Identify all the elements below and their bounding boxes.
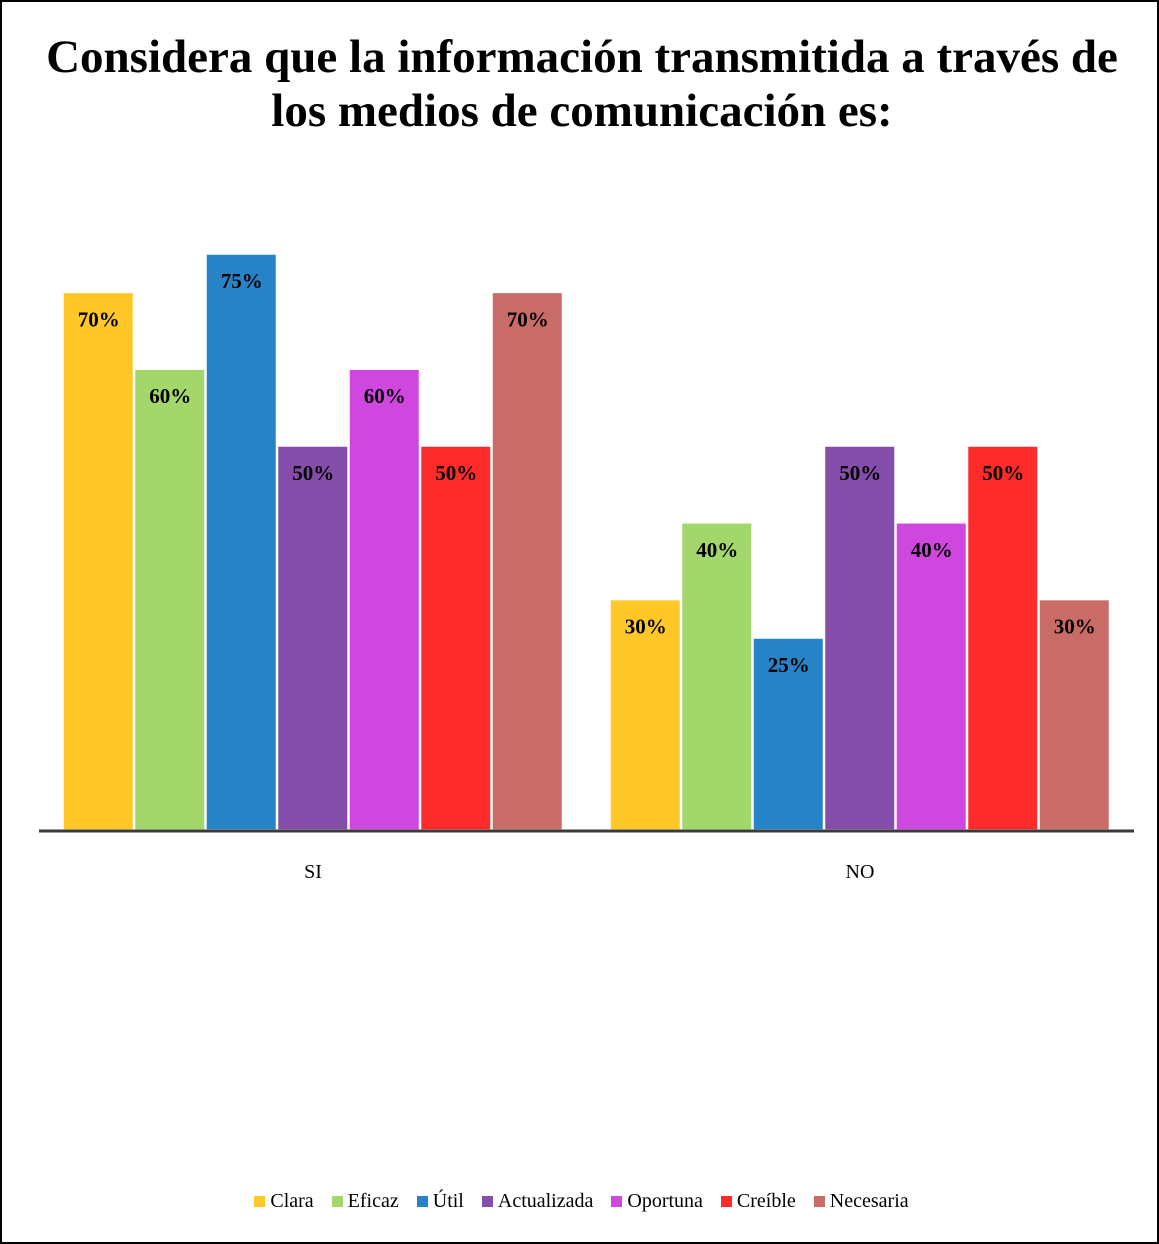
data-label-necesaria-no: 30% [1054,615,1096,639]
legend-label: Clara [270,1190,314,1212]
bar-oportuna-no [895,522,968,831]
data-label-clara-si: 70% [78,307,120,331]
chart-title: Considera que la información transmitida… [46,31,1118,137]
legend-item-eficaz: Eficaz [331,1190,399,1213]
data-label-actualizada-si: 50% [292,461,334,485]
data-label-oportuna-si: 60% [364,384,406,408]
legend-swatch [331,1196,343,1207]
legend-swatch [611,1196,623,1207]
bar-clara-si [62,291,135,831]
data-label-eficaz-no: 40% [696,538,738,562]
bar-necesaria-si [491,291,564,831]
category-label-no: NO [846,861,875,883]
bar-oportuna-si [348,368,421,831]
legend: Clara Eficaz Útil Actualizada Oportuna Creíbl… [2,1190,1159,1213]
legend-swatch [720,1196,732,1207]
legend-item-útil: Útil [416,1190,464,1213]
category-label-si: SI [304,861,322,883]
legend-label: Creíble [736,1190,796,1212]
legend-swatch [813,1196,825,1207]
bar-necesaria-no [1038,598,1111,831]
legend-item-necesaria: Necesaria [813,1190,909,1213]
bar-eficaz-no [680,522,753,831]
data-label-clara-no: 30% [625,615,667,639]
data-label-útil-si: 75% [221,269,263,293]
legend-item-actualizada: Actualizada [481,1190,594,1213]
legend-swatch [254,1196,266,1207]
data-label-necesaria-si: 70% [507,307,549,331]
legend-item-creíble: Creíble [720,1190,796,1213]
bar-creíble-si [419,445,492,831]
legend-swatch [481,1196,493,1207]
legend-item-oportuna: Oportuna [611,1190,703,1213]
legend-label: Eficaz [347,1190,399,1212]
legend-swatch [416,1196,428,1207]
bar-chart-plot: 70% 60% 75% 50% 60% 50% 70% SI 30% 40% 25% 50% 40% 50… [39,253,1134,883]
bar-actualizada-no [823,445,896,831]
data-label-creíble-no: 50% [982,461,1024,485]
bar-útil-no [752,637,825,831]
legend-label: Necesaria [829,1190,909,1212]
data-label-útil-no: 25% [768,653,810,677]
legend-item-clara: Clara [254,1190,314,1213]
data-label-eficaz-si: 60% [149,384,191,408]
bar-útil-si [205,253,278,831]
legend-label: Útil [432,1190,464,1212]
data-label-actualizada-no: 50% [839,461,881,485]
bar-actualizada-si [276,445,349,831]
legend-label: Actualizada [497,1190,594,1212]
legend-label: Oportuna [627,1190,703,1212]
bar-eficaz-si [133,368,206,831]
data-label-creíble-si: 50% [435,461,477,485]
bar-creíble-no [966,445,1039,831]
data-label-oportuna-no: 40% [911,538,953,562]
